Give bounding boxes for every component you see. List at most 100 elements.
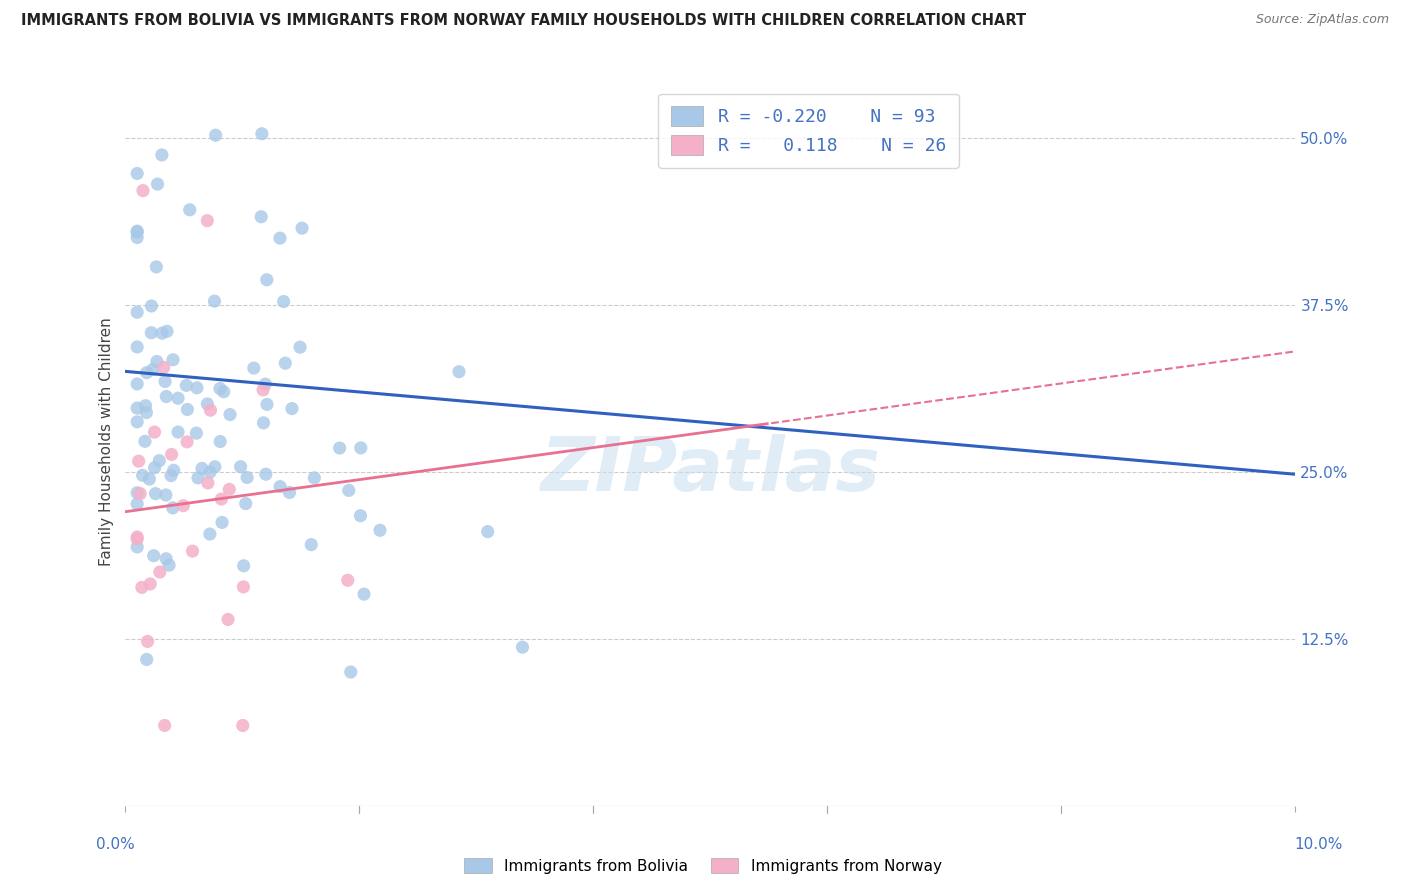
Point	[127, 401, 149, 416]
Point	[167, 391, 190, 405]
Point	[127, 376, 149, 391]
Point	[477, 524, 499, 539]
Point	[127, 225, 149, 239]
Point	[135, 652, 157, 666]
Point	[160, 447, 183, 461]
Point	[256, 397, 278, 411]
Point	[304, 471, 326, 485]
Point	[269, 231, 291, 245]
Point	[127, 230, 149, 244]
Point	[211, 516, 233, 530]
Point	[197, 475, 219, 490]
Point	[167, 425, 190, 439]
Point	[134, 434, 156, 449]
Point	[149, 565, 172, 579]
Point	[209, 434, 232, 449]
Point	[176, 378, 198, 392]
Point	[150, 326, 173, 341]
Point	[186, 381, 208, 395]
Point	[368, 523, 391, 537]
Point	[176, 402, 198, 417]
Point	[217, 612, 239, 626]
Point	[252, 383, 274, 397]
Point	[163, 463, 186, 477]
Point	[232, 580, 254, 594]
Point	[127, 497, 149, 511]
Point	[128, 454, 150, 468]
Point	[204, 459, 226, 474]
Legend: R = -0.220    N = 93, R =   0.118    N = 26: R = -0.220 N = 93, R = 0.118 N = 26	[658, 94, 959, 168]
Point	[232, 558, 254, 573]
Point	[141, 326, 163, 340]
Point	[150, 148, 173, 162]
Legend: Immigrants from Bolivia, Immigrants from Norway: Immigrants from Bolivia, Immigrants from…	[458, 852, 948, 880]
Point	[336, 574, 359, 588]
Point	[278, 485, 301, 500]
Point	[129, 486, 152, 500]
Text: Source: ZipAtlas.com: Source: ZipAtlas.com	[1256, 13, 1389, 27]
Point	[157, 558, 180, 573]
Y-axis label: Family Households with Children: Family Households with Children	[100, 318, 114, 566]
Point	[195, 213, 218, 227]
Point	[143, 425, 166, 439]
Point	[198, 465, 221, 479]
Point	[208, 382, 231, 396]
Point	[153, 375, 176, 389]
Point	[139, 577, 162, 591]
Point	[145, 260, 167, 274]
Point	[200, 403, 222, 417]
Point	[127, 485, 149, 500]
Point	[329, 441, 352, 455]
Point	[250, 127, 273, 141]
Point	[138, 472, 160, 486]
Point	[146, 354, 169, 368]
Point	[219, 408, 242, 422]
Point	[146, 177, 169, 191]
Point	[155, 488, 177, 502]
Point	[127, 540, 149, 554]
Point	[252, 416, 274, 430]
Point	[172, 499, 194, 513]
Text: ZIPatlas: ZIPatlas	[540, 434, 880, 508]
Point	[176, 434, 198, 449]
Point	[198, 527, 221, 541]
Point	[299, 538, 322, 552]
Point	[181, 544, 204, 558]
Point	[135, 366, 157, 380]
Point	[127, 305, 149, 319]
Text: 0.0%: 0.0%	[96, 837, 135, 852]
Point	[142, 362, 165, 376]
Point	[156, 324, 179, 338]
Point	[127, 340, 149, 354]
Point	[127, 415, 149, 429]
Point	[162, 352, 184, 367]
Text: 10.0%: 10.0%	[1295, 837, 1343, 852]
Point	[152, 360, 174, 375]
Point	[135, 405, 157, 419]
Point	[204, 128, 226, 143]
Point	[447, 365, 470, 379]
Point	[160, 468, 183, 483]
Point	[153, 718, 176, 732]
Point	[212, 384, 235, 399]
Point	[236, 470, 259, 484]
Point	[143, 460, 166, 475]
Point	[145, 486, 167, 500]
Point	[142, 549, 165, 563]
Point	[232, 718, 254, 732]
Point	[339, 665, 361, 679]
Point	[191, 461, 214, 475]
Point	[127, 530, 149, 544]
Point	[127, 224, 149, 238]
Point	[250, 210, 273, 224]
Point	[179, 202, 201, 217]
Point	[353, 587, 375, 601]
Point	[218, 483, 240, 497]
Point	[186, 426, 208, 441]
Point	[269, 480, 291, 494]
Point	[273, 294, 295, 309]
Point	[155, 390, 177, 404]
Point	[135, 399, 157, 413]
Point	[512, 640, 534, 655]
Point	[131, 581, 153, 595]
